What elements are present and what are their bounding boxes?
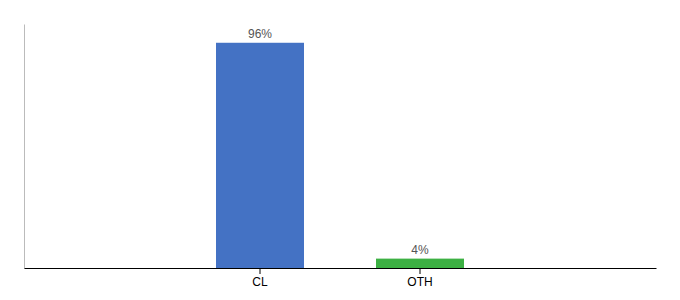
bar [216, 43, 304, 268]
tick: OTH [407, 268, 432, 289]
data-label: 96% [248, 27, 272, 41]
bar [376, 259, 464, 268]
tick-label: OTH [407, 275, 432, 289]
plot: CL OTH 96% 4% [25, 25, 657, 289]
tick-label: CL [252, 275, 268, 289]
x-axis: CL OTH [25, 268, 657, 289]
tick: CL [252, 268, 268, 289]
data-labels: 96% 4% [248, 27, 429, 257]
x-axis-line [25, 268, 657, 269]
tick-mark [420, 268, 421, 274]
y-axis [24, 25, 25, 269]
y-axis-line [24, 25, 25, 269]
data-label: 4% [411, 243, 429, 257]
chart: CL OTH 96% 4% [0, 0, 680, 300]
bars [216, 43, 464, 268]
tick-mark [260, 268, 261, 274]
